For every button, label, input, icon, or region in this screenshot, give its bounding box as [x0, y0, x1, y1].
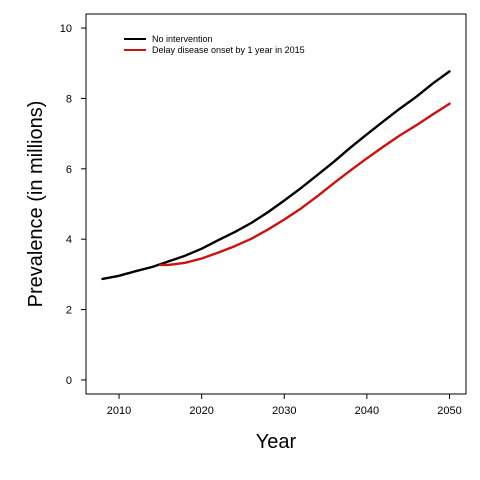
y-tick-label: 10: [60, 23, 72, 35]
legend-label-1: No intervention: [152, 34, 213, 44]
y-tick-label: 0: [66, 375, 72, 387]
series-layer: [101, 70, 451, 281]
x-tick-label: 2030: [272, 405, 296, 417]
x-tick-label: 2020: [189, 405, 213, 417]
plot-frame: [85, 13, 467, 395]
y-tick-label: 4: [66, 234, 72, 246]
series-line-1: [101, 70, 451, 281]
x-axis: 2010 2020 2030 2040 2050: [107, 394, 462, 417]
y-axis: 0 2 4 6 8 10: [60, 23, 86, 387]
x-tick-label: 2040: [355, 405, 379, 417]
y-tick-label: 6: [66, 164, 72, 176]
series-line-2: [159, 102, 451, 267]
x-tick-label: 2010: [107, 405, 131, 417]
y-tick-label: 8: [66, 93, 72, 105]
y-tick-label: 2: [66, 305, 72, 317]
legend-label-2: Delay disease onset by 1 year in 2015: [152, 45, 305, 55]
y-axis-title: Prevalence (in millions): [25, 101, 47, 308]
x-axis-title: Year: [256, 431, 297, 453]
x-tick-label: 2050: [437, 405, 461, 417]
